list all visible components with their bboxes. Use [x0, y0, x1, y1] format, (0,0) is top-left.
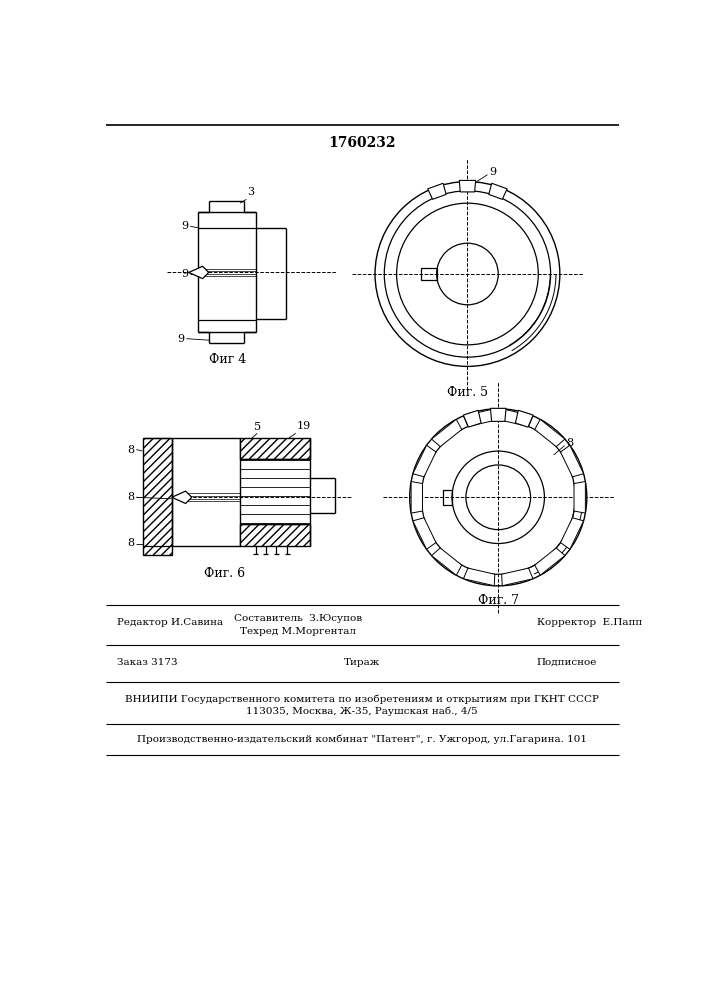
- Bar: [143, 438, 172, 555]
- Polygon shape: [561, 518, 583, 549]
- Text: 8: 8: [128, 445, 135, 455]
- Text: Фиг 4: Фиг 4: [209, 353, 246, 366]
- Text: Производственно-издательский комбинат "Патент", г. Ужгород, ул.Гагарина. 101: Производственно-издательский комбинат "П…: [137, 734, 587, 744]
- Text: 8: 8: [128, 492, 135, 502]
- Bar: [443, 490, 452, 505]
- Text: 113035, Москва, Ж-35, Раушская наб., 4/5: 113035, Москва, Ж-35, Раушская наб., 4/5: [246, 707, 478, 716]
- Text: ВНИИПИ Государственного комитета по изобретениям и открытиям при ГКНТ СССР: ВНИИПИ Государственного комитета по изоб…: [125, 694, 599, 704]
- Polygon shape: [411, 481, 423, 513]
- Polygon shape: [534, 548, 565, 575]
- Text: 9: 9: [181, 269, 188, 279]
- Polygon shape: [463, 410, 481, 427]
- Bar: [240, 524, 310, 546]
- Text: 9: 9: [177, 334, 184, 344]
- Text: Фиг. 5: Фиг. 5: [447, 386, 488, 399]
- Text: 5: 5: [255, 422, 262, 432]
- Polygon shape: [431, 419, 462, 447]
- Polygon shape: [189, 266, 209, 279]
- Text: Редактор И.Савина: Редактор И.Савина: [117, 618, 223, 627]
- Polygon shape: [491, 408, 506, 421]
- Polygon shape: [502, 568, 533, 586]
- Polygon shape: [460, 180, 476, 192]
- Polygon shape: [561, 445, 583, 477]
- Text: Составитель  З.Юсупов: Составитель З.Юсупов: [234, 614, 362, 623]
- Polygon shape: [413, 445, 436, 477]
- Text: Фиг. 6: Фиг. 6: [204, 567, 245, 580]
- Polygon shape: [502, 409, 533, 426]
- Polygon shape: [413, 518, 436, 549]
- Text: 19: 19: [296, 421, 311, 431]
- Polygon shape: [515, 410, 533, 427]
- Bar: [421, 268, 437, 280]
- Text: 3: 3: [247, 187, 255, 197]
- Text: Фиг. 7: Фиг. 7: [478, 594, 519, 607]
- Polygon shape: [464, 409, 495, 426]
- Text: Техред М.Моргентал: Техред М.Моргентал: [240, 627, 356, 636]
- Polygon shape: [489, 183, 507, 199]
- Polygon shape: [574, 481, 585, 513]
- Text: 9: 9: [181, 221, 188, 231]
- Text: Тираж: Тираж: [344, 658, 380, 667]
- Text: Подписное: Подписное: [537, 658, 597, 667]
- Text: 1760232: 1760232: [328, 136, 396, 150]
- Polygon shape: [431, 548, 462, 575]
- Text: 9: 9: [489, 167, 496, 177]
- Polygon shape: [534, 419, 565, 447]
- Bar: [240, 438, 310, 459]
- Polygon shape: [464, 568, 495, 586]
- Text: 8: 8: [566, 438, 573, 448]
- Text: Заказ 3173: Заказ 3173: [117, 658, 177, 667]
- Polygon shape: [172, 491, 192, 503]
- Text: 8: 8: [128, 538, 135, 548]
- Text: Корректор  Е.Папп: Корректор Е.Папп: [537, 618, 642, 627]
- Polygon shape: [428, 183, 446, 199]
